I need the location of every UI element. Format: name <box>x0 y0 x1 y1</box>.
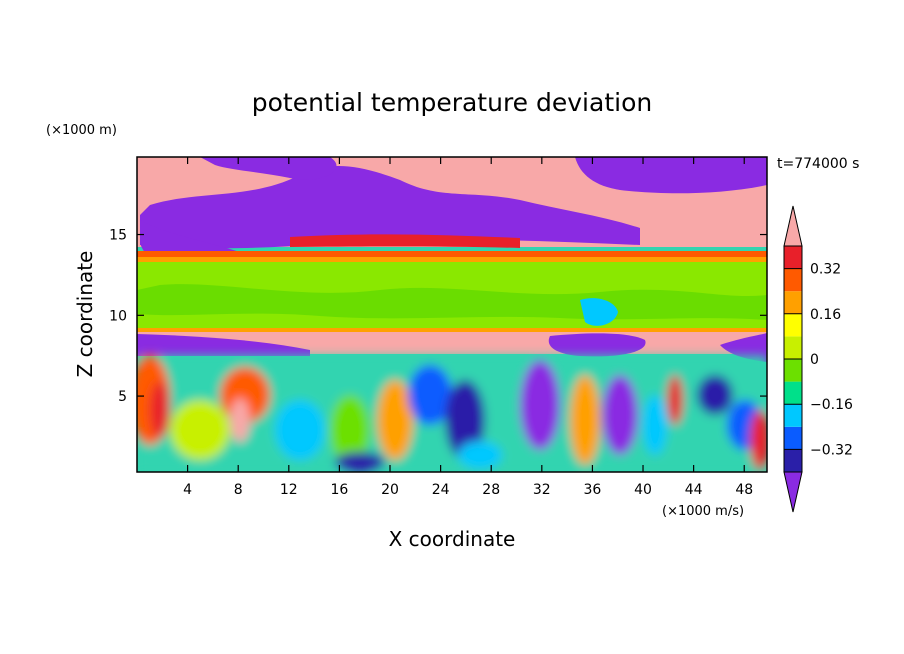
x-tick-label: 44 <box>685 482 703 498</box>
yellow-thin-layer <box>137 257 767 262</box>
colorbar-tick-label: 0.16 <box>810 307 841 323</box>
colorbar-segment <box>784 291 802 314</box>
x-tick-label: 40 <box>634 482 652 498</box>
x-tick-label: 4 <box>183 482 192 498</box>
colorbar-tick-label: −0.32 <box>810 442 853 458</box>
x-unit-label: (×1000 m/s) <box>662 504 744 519</box>
colorbar-segment <box>784 381 802 405</box>
x-tick-label: 36 <box>584 482 602 498</box>
x-tick-label: 48 <box>735 482 753 498</box>
y-axis: 5 10 15 <box>109 228 767 405</box>
colorbar-tick-label: 0.32 <box>810 262 841 278</box>
time-label: t=774000 s <box>777 156 859 172</box>
upper-purple-patch-top <box>200 157 337 180</box>
colorbar-arrow-min <box>783 471 803 513</box>
x-tick-label: 20 <box>381 482 399 498</box>
y-tick-label: 15 <box>109 228 127 244</box>
colorbar-segment <box>784 313 802 337</box>
contour-field <box>137 157 767 472</box>
colorbar-segment <box>784 268 802 292</box>
y-tick-label: 5 <box>118 389 127 405</box>
red-thin-layer <box>290 234 520 248</box>
lower-purple-patch-left <box>137 334 310 356</box>
colorbar-segment <box>784 426 802 450</box>
x-tick-label: 24 <box>432 482 450 498</box>
orange-thin-layer-2 <box>137 328 767 332</box>
colorbar: −0.32 −0.16 0 0.16 0.32 <box>783 205 853 513</box>
colorbar-segment <box>784 359 802 382</box>
lower-purple-patch-right <box>720 333 767 362</box>
lower-purple-patch-mid <box>548 333 646 357</box>
upper-purple-patch-right <box>575 157 767 194</box>
cyan-middle-patch <box>580 298 618 326</box>
upper-purple-patch-left <box>140 165 640 249</box>
y-unit-label: (×1000 m) <box>46 123 117 138</box>
x-tick-label: 32 <box>533 482 551 498</box>
colorbar-segment <box>784 449 802 472</box>
colorbar-tick-label: 0 <box>810 352 819 368</box>
x-tick-label: 16 <box>330 482 348 498</box>
plot-frame <box>136 156 768 473</box>
colorbar-segment <box>784 404 802 427</box>
chart-title: potential temperature deviation <box>252 88 652 117</box>
x-tick-label: 12 <box>280 482 298 498</box>
orange-thin-layer <box>137 251 767 257</box>
x-tick-label: 8 <box>234 482 243 498</box>
turbulent-layer <box>137 355 767 472</box>
colorbar-tick-label: −0.16 <box>810 397 853 413</box>
colorbar-segment <box>784 336 802 359</box>
colorbar-arrow-max <box>783 205 803 247</box>
y-axis-label: Z coordinate <box>73 251 97 378</box>
x-tick-label: 28 <box>482 482 500 498</box>
colorbar-segment <box>784 246 802 269</box>
x-axis-label: X coordinate <box>389 527 516 551</box>
y-tick-label: 10 <box>109 308 127 324</box>
x-axis: 4 8 12 16 20 24 28 32 36 40 44 48 <box>183 157 753 498</box>
